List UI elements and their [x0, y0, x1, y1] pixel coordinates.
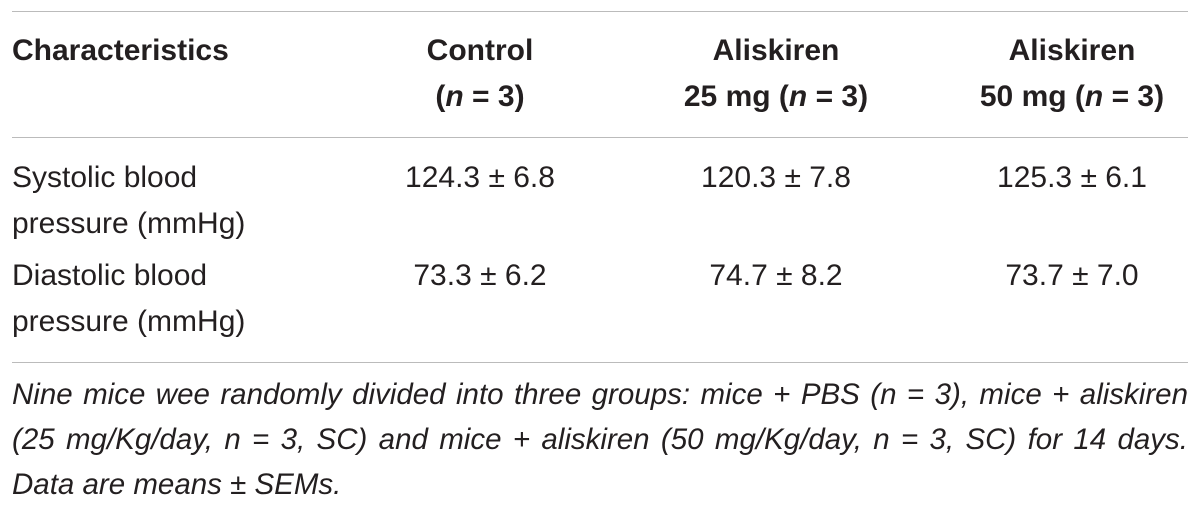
header-line: 50 mg (n = 3): [922, 74, 1200, 120]
header-text: = 3): [463, 80, 525, 113]
header-line: Characteristics: [12, 28, 229, 74]
header-text: Aliskiren: [1008, 34, 1136, 67]
header-cell: Control (n = 3): [330, 28, 630, 120]
header-line: Aliskiren: [922, 28, 1200, 74]
header-line: Aliskiren: [626, 28, 926, 74]
header-text: 50 mg (: [979, 80, 1085, 113]
top-rule: [12, 11, 1188, 12]
cell-value: 74.7 ± 8.2: [709, 259, 843, 292]
header-text: n: [788, 80, 808, 113]
header-line: 25 mg (n = 3): [626, 74, 926, 120]
row-label: Diastolic blood pressure (mmHg): [12, 259, 246, 338]
cell-value: 120.3 ± 7.8: [701, 161, 851, 194]
header-cell: Aliskiren 25 mg (n = 3): [626, 28, 926, 120]
header-text: (: [435, 80, 446, 113]
header-text: 25 mg (: [683, 80, 789, 113]
header-text: n: [445, 80, 464, 113]
cell-value: 125.3 ± 6.1: [997, 161, 1147, 194]
cell-value: 73.3 ± 6.2: [413, 259, 547, 292]
cell-value: 73.7 ± 7.0: [1005, 259, 1139, 292]
header-rule: [12, 137, 1188, 138]
header-text: Control: [426, 34, 534, 67]
header-text: n: [1084, 80, 1104, 113]
bottom-rule: [12, 362, 1188, 363]
header-line: (n = 3): [330, 74, 630, 120]
footnote: Nine mice wee randomly divided into thre…: [12, 378, 1188, 501]
cell-value: 124.3 ± 6.8: [405, 161, 555, 194]
header-text: Characteristics: [12, 34, 229, 67]
header-text: Aliskiren: [712, 34, 840, 67]
row-label: Systolic blood pressure (mmHg): [12, 161, 246, 240]
header-line: Control: [330, 28, 630, 74]
header-cell: Characteristics: [12, 28, 229, 74]
header-text: = 3): [807, 80, 869, 113]
header-text: = 3): [1103, 80, 1165, 113]
header-cell: Aliskiren 50 mg (n = 3): [922, 28, 1200, 120]
